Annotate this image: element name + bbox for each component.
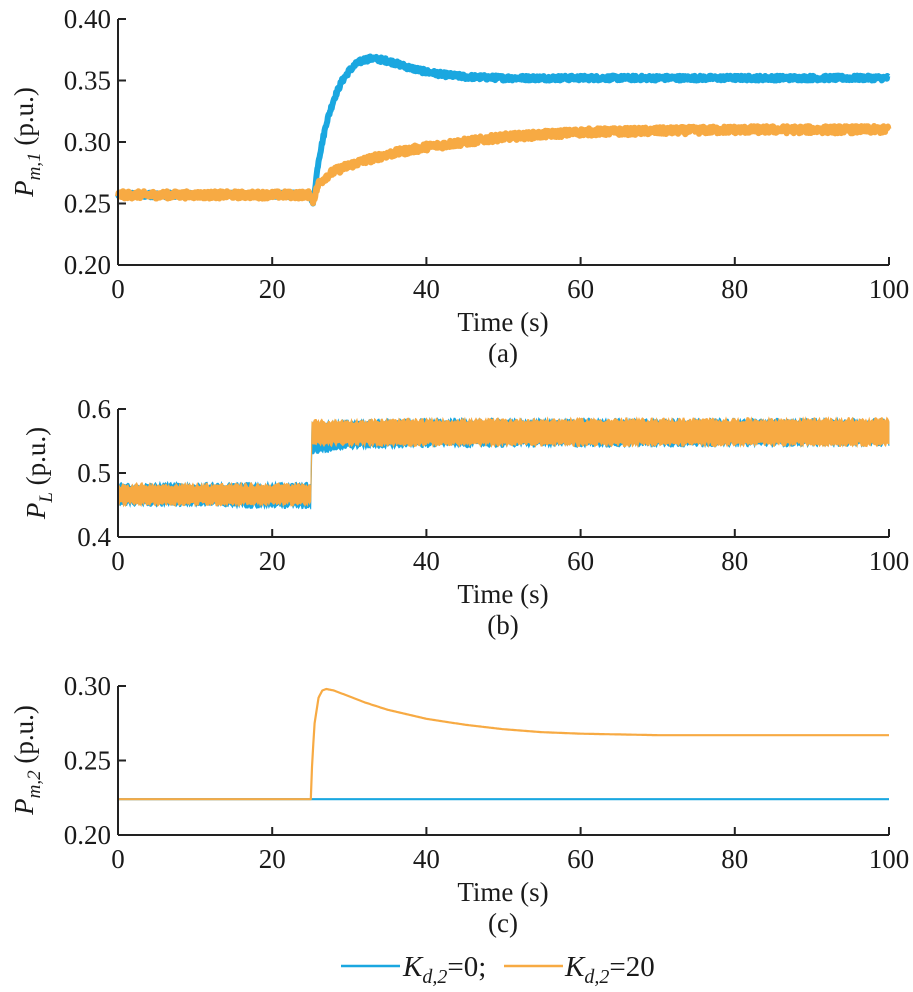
x-tick-label: 20: [259, 844, 286, 874]
x-tick-label: 60: [567, 274, 594, 304]
x-tick-label: 60: [567, 546, 594, 576]
y-tick-label: 0.20: [64, 250, 111, 280]
panel-c-ylabel: Pm,2 (p.u.): [9, 705, 45, 816]
y-tick-label: 0.20: [64, 820, 111, 850]
panel-b-xlabel: Time (s): [457, 579, 548, 609]
legend-label-kd20-suffix: =20: [609, 951, 654, 983]
y-tick-label: 0.5: [77, 458, 111, 488]
y-tick-label: 0.4: [77, 522, 111, 552]
panel-a-xlabel: Time (s): [457, 307, 548, 337]
x-tick-label: 40: [413, 546, 440, 576]
x-tick-label: 80: [721, 844, 748, 874]
legend-label-kd20: Kd,2=20: [564, 951, 655, 988]
panel-c-ylabel-main: P: [9, 798, 39, 816]
y-tick-label: 0.6: [77, 394, 111, 424]
panel-b-plot-area: [117, 416, 890, 510]
panel-c: 0 20 40 60 80 100 0.20 0.25 0.30 Time (s) (c) Pm…: [9, 671, 909, 938]
legend: Kd,2=0; Kd,2=20: [341, 951, 655, 988]
panel-b: 0 20 40 60 80 100 0.4 0.5 0.6 Time (s) (b) PL (p…: [21, 394, 909, 640]
x-tick-label: 0: [111, 844, 125, 874]
x-tick-label: 80: [721, 274, 748, 304]
legend-label-kd0-main: K: [402, 951, 424, 983]
panel-c-ylabel-unit: (p.u.): [9, 705, 39, 770]
y-tick-label: 0.25: [64, 746, 111, 776]
x-tick-label: 40: [413, 274, 440, 304]
x-tick-label: 100: [869, 844, 910, 874]
panel-a-ylabel-sub: m,1: [24, 152, 45, 180]
x-tick-label: 20: [259, 274, 286, 304]
panel-b-ylabel-main: P: [21, 503, 51, 521]
panel-b-series-kd20: [117, 416, 890, 508]
panel-a: 0 20 40 60 80 100 0.20 0.25 0.30 0.35 0.40 Time (s…: [9, 4, 909, 368]
x-tick-label: 40: [413, 844, 440, 874]
panel-b-ylabel: PL (p.u.): [21, 427, 57, 520]
panel-a-label: (a): [488, 338, 518, 368]
panel-b-ylabel-unit: (p.u.): [21, 427, 51, 492]
panel-c-axes: 0 20 40 60 80 100 0.20 0.25 0.30: [64, 671, 910, 874]
x-tick-label: 100: [869, 274, 910, 304]
x-tick-label: 80: [721, 546, 748, 576]
y-tick-label: 0.25: [64, 189, 111, 219]
x-tick-label: 0: [111, 274, 125, 304]
panel-a-axes: 0 20 40 60 80 100 0.20 0.25 0.30 0.35 0.40: [64, 4, 910, 304]
x-tick-label: 20: [259, 546, 286, 576]
panel-a-ylabel-unit: (p.u.): [9, 87, 39, 152]
panel-b-label: (b): [487, 610, 518, 640]
x-tick-label: 0: [111, 546, 125, 576]
panel-a-plot-area: [115, 53, 892, 207]
panel-c-plot-area: [118, 687, 889, 801]
y-tick-label: 0.35: [64, 66, 111, 96]
panel-b-axes: 0 20 40 60 80 100 0.4 0.5 0.6: [77, 394, 909, 576]
legend-label-kd0-suffix: =0;: [447, 951, 486, 983]
panel-a-ylabel: Pm,1 (p.u.): [9, 87, 45, 198]
legend-label-kd0-sub: d,2: [422, 966, 447, 988]
panel-c-xlabel: Time (s): [457, 877, 548, 907]
y-tick-label: 0.40: [64, 4, 111, 34]
panel-a-series-kd20: [115, 123, 892, 207]
y-tick-label: 0.30: [64, 127, 111, 157]
y-tick-label: 0.30: [64, 671, 111, 701]
legend-label-kd20-main: K: [564, 951, 586, 983]
panel-c-ylabel-sub: m,2: [24, 770, 45, 798]
panel-b-ylabel-sub: L: [36, 492, 57, 504]
x-tick-label: 100: [869, 546, 910, 576]
panel-c-series-kd20: [118, 687, 889, 801]
panel-a-ylabel-main: P: [9, 180, 39, 198]
legend-label-kd0: Kd,2=0;: [402, 951, 486, 988]
panel-c-label: (c): [488, 908, 518, 938]
legend-label-kd20-sub: d,2: [584, 966, 609, 988]
x-tick-label: 60: [567, 844, 594, 874]
